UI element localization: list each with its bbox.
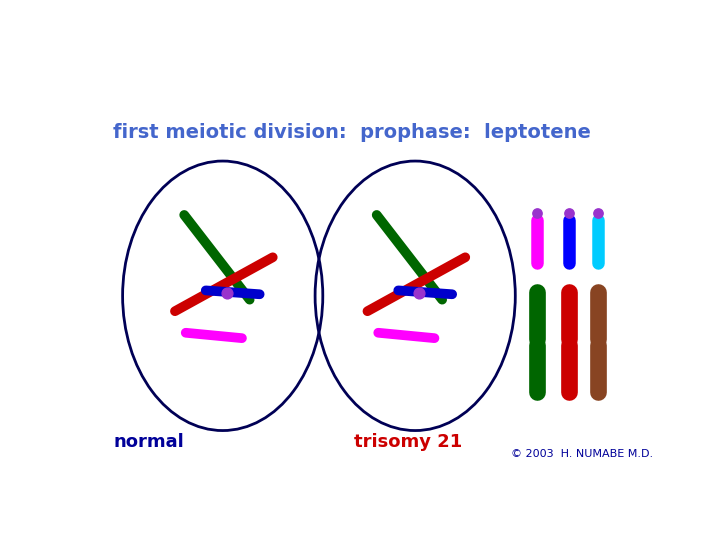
Point: [564, 209, 575, 218]
Text: © 2003  H. NUMABE M.D.: © 2003 H. NUMABE M.D.: [511, 449, 654, 460]
Point: [413, 289, 425, 298]
Text: trisomy 21: trisomy 21: [354, 433, 462, 451]
Point: [221, 289, 233, 298]
Point: [593, 209, 604, 218]
Point: [531, 209, 543, 218]
Text: normal: normal: [113, 433, 184, 451]
Text: first meiotic division:  prophase:  leptotene: first meiotic division: prophase: leptot…: [113, 123, 591, 142]
